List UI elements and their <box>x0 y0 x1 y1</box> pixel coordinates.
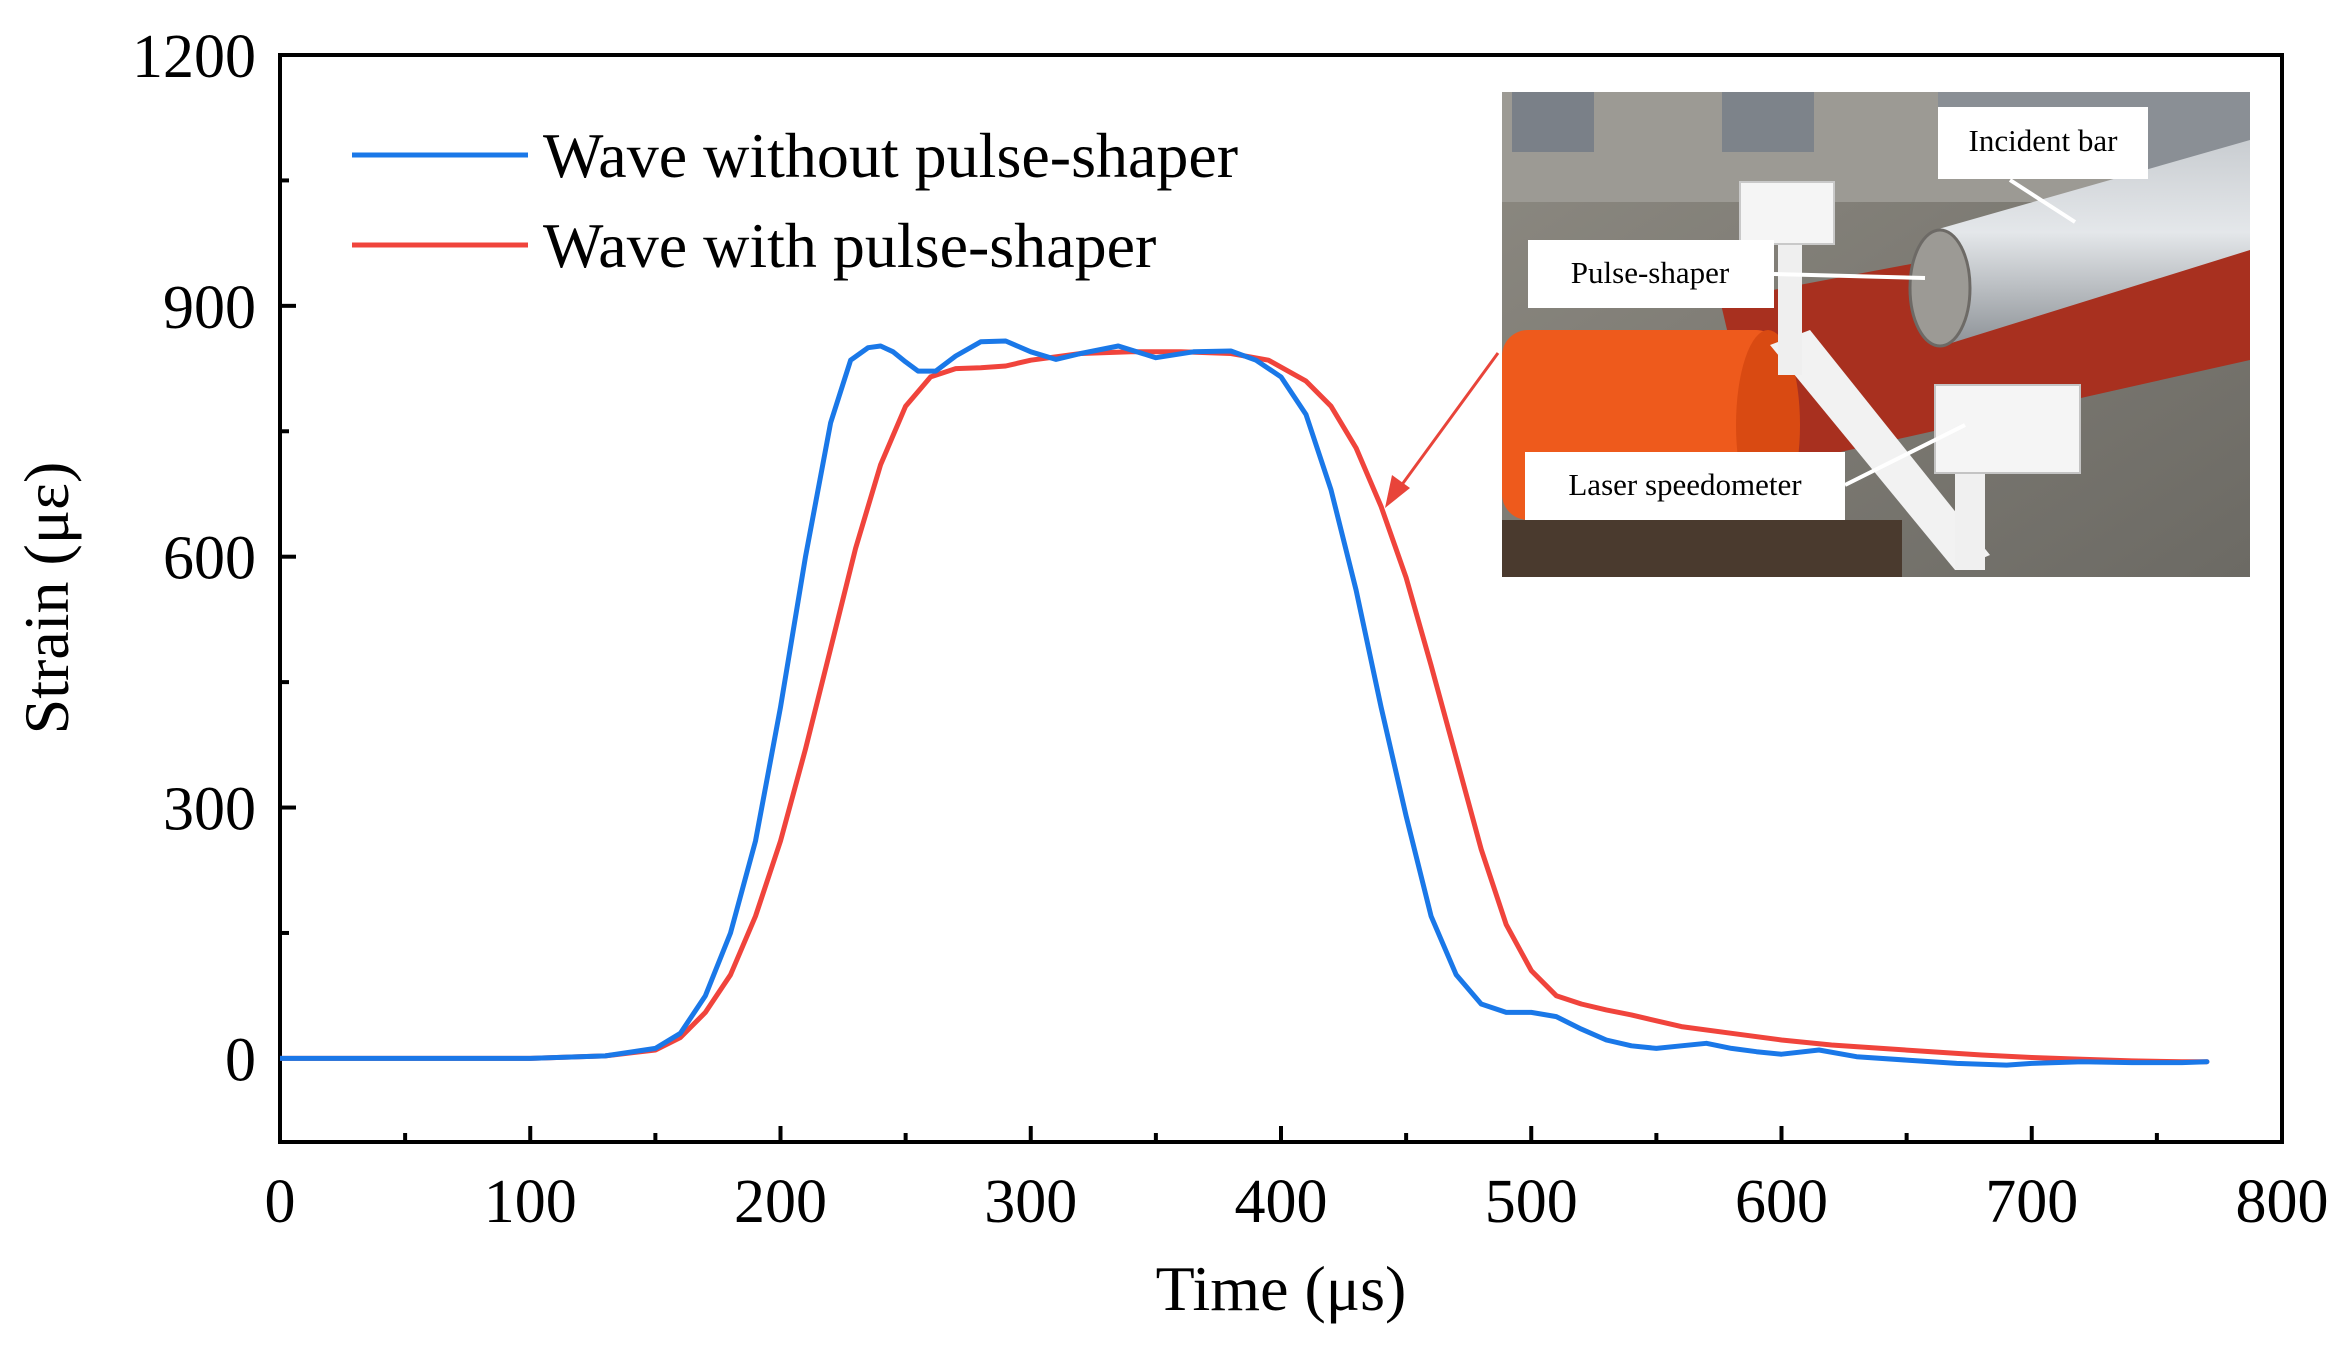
legend: Wave without pulse-shaper Wave with puls… <box>352 120 1238 281</box>
y-tick-label: 0 <box>225 1026 256 1094</box>
inset-photo: Incident bar Pulse-shaper Laser speedome… <box>1502 92 2250 577</box>
label-pulse-shaper: Pulse-shaper <box>1528 240 1926 308</box>
x-tick-label: 500 <box>1485 1168 1578 1236</box>
x-tick-label: 400 <box>1235 1168 1328 1236</box>
photo-grey-box-left <box>1512 92 1594 152</box>
photo-white-mount-arm <box>1770 330 1990 570</box>
label-incident-bar: Incident bar <box>1938 107 2148 224</box>
legend-label-without-shaper: Wave without pulse-shaper <box>543 120 1238 191</box>
photo-pulse-shaper-disc <box>1908 228 1972 348</box>
label-pulse-shaper-pointer <box>1773 272 1926 280</box>
y-axis-title: Strain (με) <box>11 462 82 735</box>
photo-floor-strip <box>1502 520 1902 577</box>
series-layer <box>280 338 2210 1068</box>
axis-tick-labels: 0 100 200 300 400 500 600 700 800 0 300 600 900 1200 <box>132 23 2329 1236</box>
label-laser-speedometer: Laser speedometer <box>1525 423 1966 520</box>
x-tick-label: 100 <box>484 1168 577 1236</box>
axis-ticks <box>278 53 2284 1142</box>
legend-label-with-shaper: Wave with pulse-shaper <box>543 210 1156 281</box>
label-laser-speedometer-text: Laser speedometer <box>1568 467 1802 502</box>
y-tick-label: 600 <box>163 525 256 593</box>
label-laser-speedometer-pointer <box>1844 423 1966 487</box>
x-tick-label: 200 <box>734 1168 827 1236</box>
x-axis-title: Time (μs) <box>1156 1253 1407 1324</box>
series-line-with-shaper <box>280 349 2210 1065</box>
photo-sensor-head-upper <box>1739 181 1835 245</box>
x-tick-label: 0 <box>265 1168 296 1236</box>
photo-grey-box-mid <box>1722 92 1814 152</box>
label-incident-bar-pointer <box>2008 178 2077 224</box>
x-tick-label: 800 <box>2236 1168 2329 1236</box>
x-tick-label: 300 <box>984 1168 1077 1236</box>
photo-white-post-left <box>1778 235 1802 375</box>
series-line-without-shaper <box>280 338 2210 1068</box>
y-tick-label: 300 <box>163 776 256 844</box>
x-tick-label: 600 <box>1735 1168 1828 1236</box>
label-incident-bar-text: Incident bar <box>1969 123 2119 158</box>
annotation-arrow <box>1385 352 1500 508</box>
label-pulse-shaper-text: Pulse-shaper <box>1571 255 1730 290</box>
y-tick-label: 1200 <box>132 23 256 91</box>
photo-incident-bar <box>1935 140 2250 345</box>
y-tick-label: 900 <box>163 274 256 342</box>
x-tick-label: 700 <box>1985 1168 2078 1236</box>
